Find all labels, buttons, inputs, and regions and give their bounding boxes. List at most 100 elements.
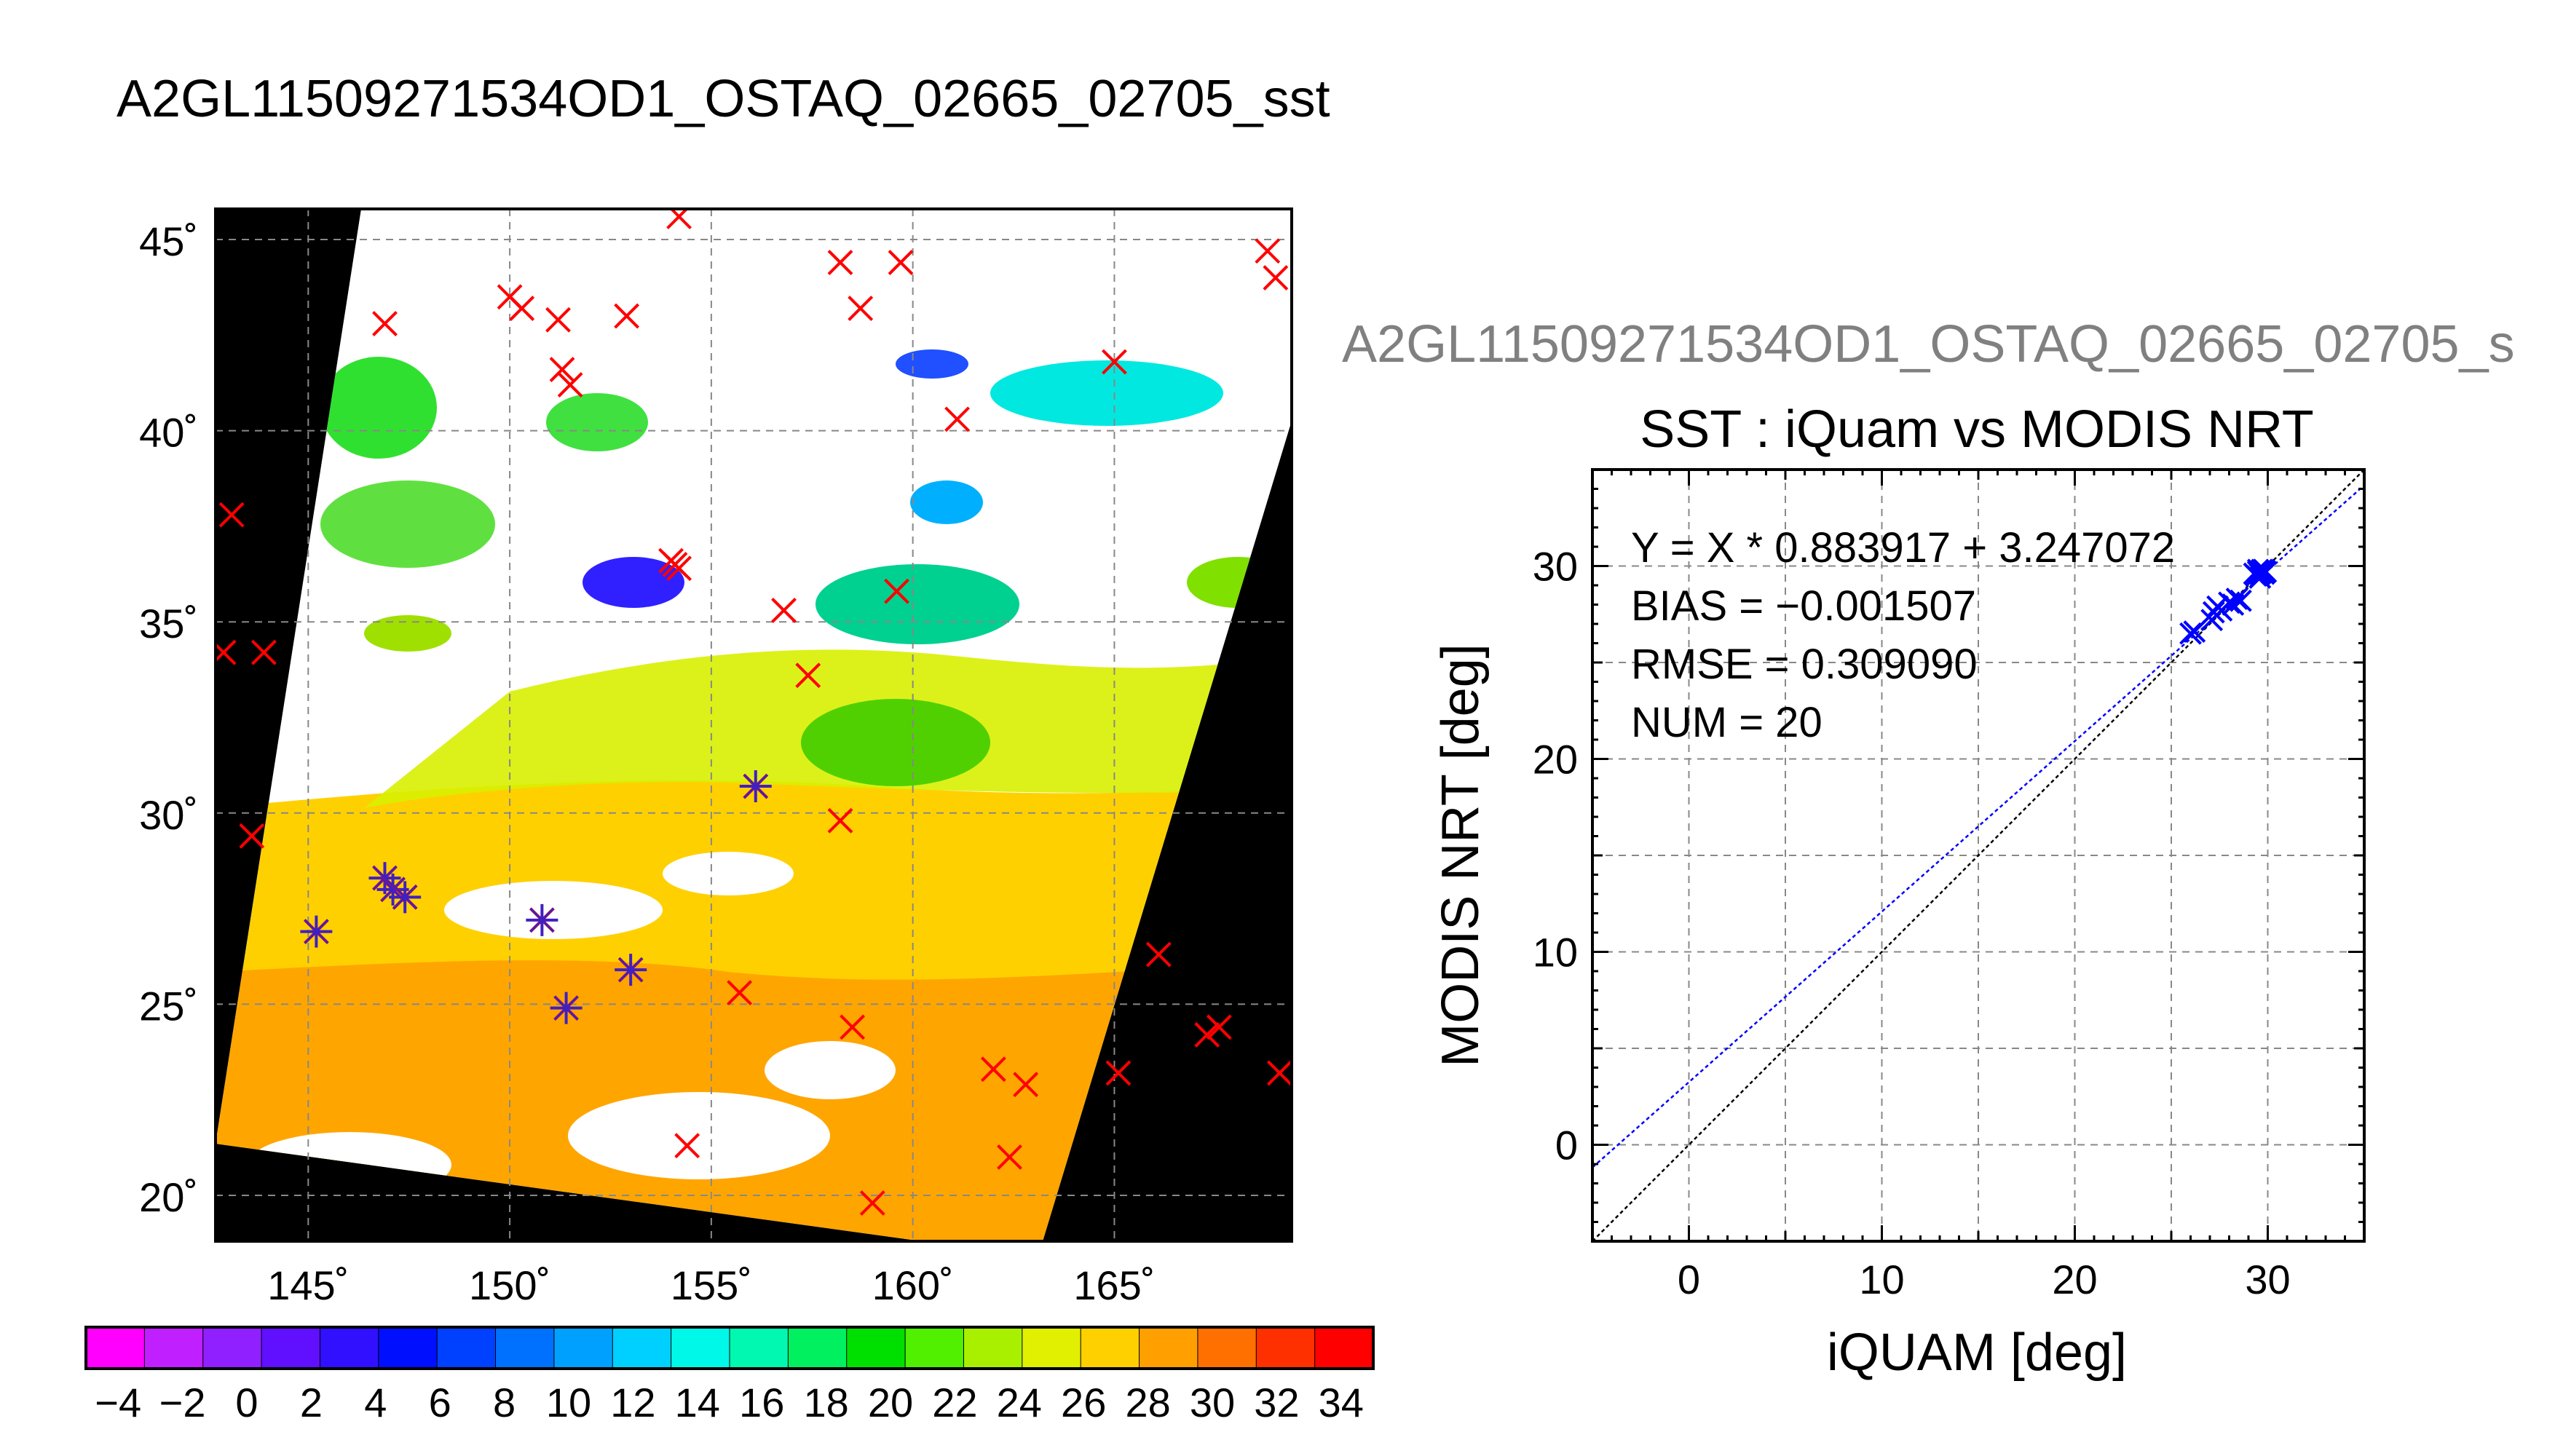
colorbar-tick-label: 26: [1061, 1380, 1106, 1425]
scatter-x-tick-label: 10: [1859, 1257, 1904, 1302]
scatter-x-tick-label: 0: [1678, 1257, 1700, 1302]
lon-tick-label: 160˚: [872, 1262, 954, 1308]
scatter-stats: Y = X * 0.883917 + 3.247072 BIAS = −0.001…: [1631, 524, 2175, 746]
matched-buoy-marker: [300, 915, 333, 948]
lat-tick-label: 35˚: [139, 601, 198, 646]
unmatched-buoy-marker: [827, 250, 853, 275]
scatter-point: [2252, 558, 2275, 582]
unmatched-buoy-marker: [980, 1056, 1006, 1083]
colorbar-cell: [1255, 1326, 1316, 1369]
map-frame: [214, 207, 1293, 1243]
unmatched-buoy-marker: [557, 372, 583, 397]
unmatched-buoy-marker: [1194, 1021, 1220, 1048]
matched-buoy-marker: [368, 862, 401, 895]
colorbar-tick-labels: −4 −2 0 2 4 6 8 10 12 14 16 18 20 22 24 26 28 30 32 34: [95, 1380, 1364, 1425]
colorbar-cell: [612, 1326, 672, 1369]
colorbar-tick-label: 8: [493, 1380, 516, 1425]
colorbar-cell: [85, 1326, 146, 1369]
colorbar-tick-label: 10: [546, 1380, 591, 1425]
scatter-stat-line: Y = X * 0.883917 + 3.247072: [1631, 524, 2175, 571]
scatter-xlabel: iQUAM [deg]: [1827, 1324, 2127, 1382]
unmatched-buoy-marker: [1263, 265, 1289, 290]
unmatched-buoy-marker: [884, 578, 909, 604]
colorbar-tick-label: 32: [1254, 1380, 1299, 1425]
scatter-gridlines: [1592, 470, 2364, 1241]
unmatched-buoy-marker: [674, 1133, 700, 1159]
colorbar-cell: [729, 1326, 789, 1369]
unmatched-buoy-marker: [771, 598, 797, 623]
sst-patch-10: [896, 349, 968, 379]
colorbar-tick-label: 12: [610, 1380, 655, 1425]
unmatched-buoy-marker: [1102, 349, 1127, 375]
scatter-stat-line: BIAS = −0.001507: [1631, 582, 1976, 630]
regression-line: [1592, 484, 2364, 1168]
colorbar-frame: [84, 1326, 1375, 1370]
lon-tick-label: 150˚: [469, 1262, 550, 1308]
matched-buoy-marker: [739, 770, 772, 803]
matched-buoy-marker: [526, 903, 558, 936]
unmatched-buoy-marker: [662, 552, 688, 577]
map-gridlines: [216, 209, 1292, 1241]
main-title: A2GL11509271534OD1_OSTAQ_02665_02705_sst: [117, 70, 1330, 128]
lon-tick-label: 165˚: [1073, 1262, 1155, 1308]
colorbar-cell: [846, 1326, 907, 1369]
map-panel: 20˚ 25˚ 30˚ 35˚ 40˚ 45˚ 145˚ 150˚ 155˚ 160˚ 165˚: [139, 207, 1293, 1308]
colorbar-tick-label: 14: [675, 1380, 720, 1425]
cloud-patch-c: [765, 1041, 896, 1099]
colorbar-cell: [553, 1326, 614, 1369]
scatter-stat-line: NUM = 20: [1631, 699, 1823, 746]
colorbar-cell: [1197, 1326, 1257, 1369]
unmatched-buoy-marker: [848, 296, 874, 321]
unmatched-buoy-marker: [795, 662, 821, 689]
scatter-y-tick-label: 10: [1533, 930, 1578, 976]
scatter-point: [2183, 620, 2206, 644]
sst-patch-18-a: [320, 357, 437, 459]
colorbar-tick-label: 2: [300, 1380, 323, 1425]
lat-tick-label: 25˚: [139, 983, 198, 1029]
unmatched-buoy-marker: [239, 823, 265, 849]
scatter-point: [2246, 558, 2270, 582]
scatter-points: [2179, 558, 2278, 645]
colorbar-cell: [495, 1326, 555, 1369]
unmatched-buoy-marker: [372, 311, 398, 336]
colorbar-cell: [671, 1326, 730, 1369]
sst-patch-22: [801, 699, 990, 786]
unmatched-buoy-marker: [840, 1014, 866, 1040]
identity-line: [1592, 470, 2364, 1241]
unmatched-buoy-marker: [509, 296, 535, 321]
matched-buoy-marker: [615, 954, 647, 986]
colorbar-cell: [1080, 1326, 1140, 1369]
colorbar-cell: [436, 1326, 497, 1369]
unmatched-buoy-marker: [997, 1144, 1022, 1170]
scatter-stat-line: RMSE = 0.309090: [1631, 641, 1978, 688]
scatter-ticks: 0 10 20 30 0 10 20 30: [1533, 468, 2366, 1302]
lat-tick-label: 40˚: [139, 410, 198, 456]
scatter-y-tick-label: 0: [1555, 1123, 1578, 1168]
colorbar-cell: [261, 1326, 321, 1369]
sst-patch-16: [990, 360, 1223, 426]
scatter-lines: [1592, 470, 2364, 1241]
colorbar-tick-label: 0: [235, 1380, 258, 1425]
colorbar-tick-label: 28: [1125, 1380, 1170, 1425]
colorbar-cell: [1022, 1326, 1082, 1369]
colorbar-tick-label: 22: [932, 1380, 977, 1425]
scatter-y-tick-label: 30: [1533, 544, 1578, 590]
sst-patch-20-a: [816, 564, 1019, 644]
lon-tick-label: 145˚: [267, 1262, 349, 1308]
longitude-tick-labels: 145˚ 150˚ 155˚ 160˚ 165˚: [267, 1262, 1155, 1308]
unmatched-buoy-marker: [827, 807, 853, 834]
scatter-x-tick-label: 20: [2052, 1257, 2097, 1302]
unmatched-buoy-marker: [944, 406, 970, 432]
latitude-tick-labels: 20˚ 25˚ 30˚ 35˚ 40˚ 45˚: [139, 218, 198, 1220]
sst-patch-8: [583, 557, 684, 608]
colorbar-tick-label: 16: [739, 1380, 784, 1425]
colorbar-cell: [1139, 1326, 1198, 1369]
unmatched-buoy-marker: [614, 303, 640, 329]
colorbar-tick-label: 6: [429, 1380, 451, 1425]
colorbar-tick-label: −4: [95, 1380, 141, 1425]
unmatched-buoy-marker: [549, 357, 575, 382]
map-markers: [216, 209, 1292, 1216]
scatter-ylabel: MODIS NRT [deg]: [1431, 644, 1490, 1067]
unmatched-buoy-marker: [1013, 1072, 1039, 1098]
